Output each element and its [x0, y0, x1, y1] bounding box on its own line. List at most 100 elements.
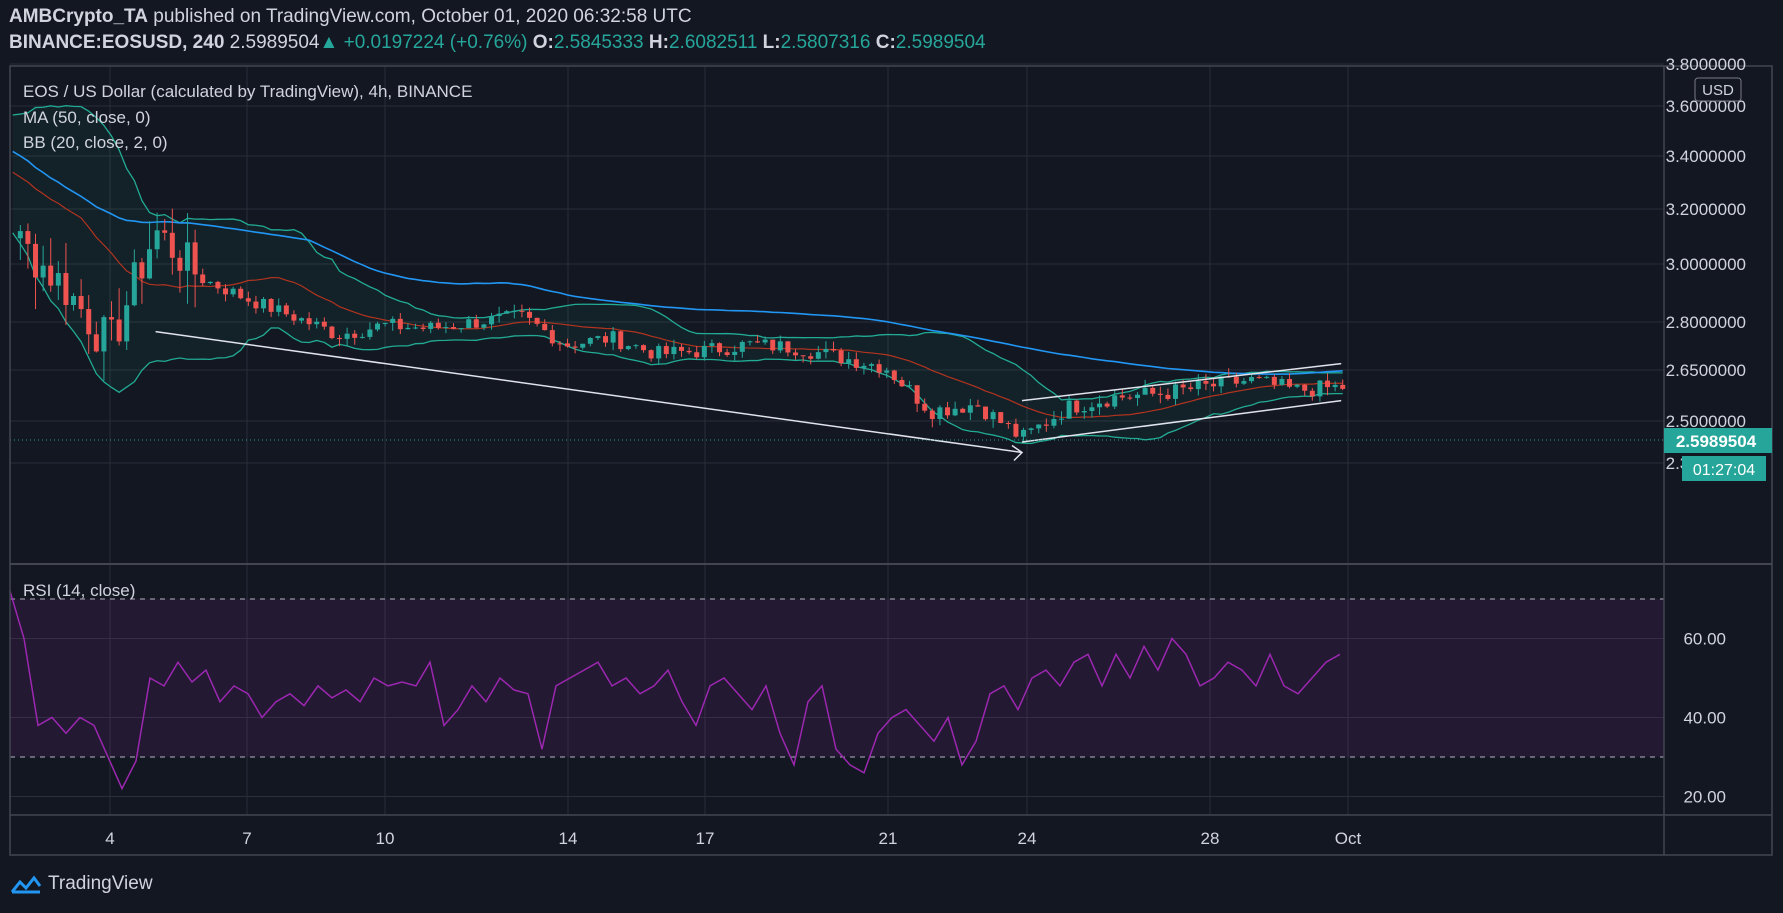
- candle-19: [78, 279, 84, 318]
- candle-body: [1074, 400, 1080, 413]
- price-change: +0.0197224: [343, 32, 445, 53]
- candle-body: [755, 341, 761, 343]
- candle-72: [481, 323, 487, 331]
- candle-104: [724, 348, 730, 357]
- candle-body: [496, 313, 502, 317]
- candle-150: [1074, 399, 1080, 416]
- candle-110: [770, 339, 776, 355]
- candle-181: [1309, 387, 1315, 401]
- close-label: C:: [875, 32, 896, 53]
- candle-body: [329, 326, 335, 339]
- candle-body: [511, 310, 517, 312]
- candle-body: [1302, 384, 1308, 391]
- candle-163: [1173, 381, 1179, 405]
- rsi-legend[interactable]: RSI (14, close): [23, 581, 135, 600]
- candle-135: [960, 407, 966, 413]
- candle-body: [162, 230, 168, 233]
- price-tick-1: 3.6000000: [1666, 97, 1746, 116]
- candle-body: [557, 343, 563, 345]
- tradingview-cloud-icon: [10, 875, 42, 894]
- candle-body: [169, 232, 175, 258]
- rsi-axis[interactable]: 60.00 40.00 20.00: [1683, 630, 1726, 807]
- candle-173: [1249, 374, 1255, 384]
- candle-122: [861, 362, 867, 375]
- candle-body: [352, 333, 358, 338]
- candle-69: [458, 328, 464, 333]
- candle-body: [876, 364, 882, 373]
- candle-body: [922, 403, 928, 411]
- candle-129: [914, 385, 920, 413]
- candle-body: [413, 327, 419, 329]
- candle-162: [1165, 388, 1171, 401]
- ma-legend[interactable]: MA (50, close, 0): [23, 108, 151, 127]
- bb-legend[interactable]: BB (20, close, 2, 0): [23, 133, 168, 152]
- candle-body: [428, 322, 434, 329]
- tradingview-logo[interactable]: TradingView: [10, 873, 153, 895]
- candle-body: [101, 317, 107, 352]
- candle-body: [1180, 384, 1186, 388]
- time-axis[interactable]: 4 7 10 14 17 21 24 28 Oct: [105, 829, 1361, 848]
- candle-159: [1142, 379, 1148, 395]
- candle-20: [86, 295, 92, 354]
- candle-body: [656, 346, 662, 359]
- candle-body: [321, 321, 327, 327]
- candle-body: [291, 314, 297, 321]
- publish-line: AMBCrypto_TA published on TradingView.co…: [9, 6, 692, 28]
- candle-body: [1287, 379, 1293, 387]
- candle-107: [747, 340, 753, 346]
- high-value: 2.6082511: [668, 32, 758, 53]
- candle-body: [671, 346, 677, 355]
- candle-body: [1104, 403, 1110, 407]
- time-tick-6: 24: [1018, 829, 1037, 848]
- candle-116: [815, 345, 821, 360]
- candle-body: [990, 412, 996, 420]
- candle-31: [169, 208, 175, 275]
- candle-152: [1089, 402, 1095, 418]
- time-tick-5: 21: [879, 829, 898, 848]
- candle-128: [907, 380, 913, 389]
- candle-body: [344, 333, 350, 339]
- candle-body: [1089, 407, 1095, 411]
- candle-body: [701, 345, 707, 358]
- candle-body: [633, 345, 639, 347]
- chart-frame: [9, 65, 1773, 856]
- candle-body: [542, 323, 548, 331]
- candle-76: [511, 304, 517, 319]
- candle-body: [747, 341, 753, 343]
- candle-body: [1127, 397, 1133, 399]
- price-axis[interactable]: 3.8000000 3.6000000 3.4000000 3.2000000 3.00…: [1666, 55, 1746, 473]
- candle-51: [321, 317, 327, 330]
- ma-50: [12, 150, 1343, 376]
- candle-body: [793, 352, 799, 356]
- candle-body: [223, 288, 229, 295]
- candle-41: [245, 291, 251, 307]
- candle-body: [519, 310, 525, 312]
- candle-body: [466, 319, 472, 329]
- price-tick-2: 3.4000000: [1666, 147, 1746, 166]
- candle-43: [261, 296, 267, 313]
- candle-body: [800, 355, 806, 357]
- currency-button[interactable]: [1694, 77, 1742, 102]
- candle-body: [1150, 387, 1156, 394]
- candle-body: [1340, 384, 1346, 389]
- candle-123: [869, 362, 875, 373]
- candle-body: [1097, 403, 1103, 408]
- candle-144: [1028, 427, 1034, 435]
- candle-23: [109, 301, 115, 341]
- candle-92: [633, 343, 639, 349]
- publisher-name[interactable]: AMBCrypto_TA: [9, 6, 148, 27]
- candle-27: [139, 258, 145, 304]
- candle-body: [998, 412, 1004, 424]
- candle-body: [359, 336, 365, 338]
- candle-156: [1119, 388, 1125, 401]
- low-label: L:: [762, 32, 781, 53]
- candle-21: [93, 321, 99, 353]
- candle-body: [815, 352, 821, 359]
- candle-body: [1218, 376, 1224, 387]
- candle-body: [48, 265, 54, 286]
- trendlines[interactable]: [155, 330, 1342, 462]
- candle-119: [838, 348, 844, 367]
- candle-55: [352, 330, 358, 345]
- candle-body: [86, 309, 92, 335]
